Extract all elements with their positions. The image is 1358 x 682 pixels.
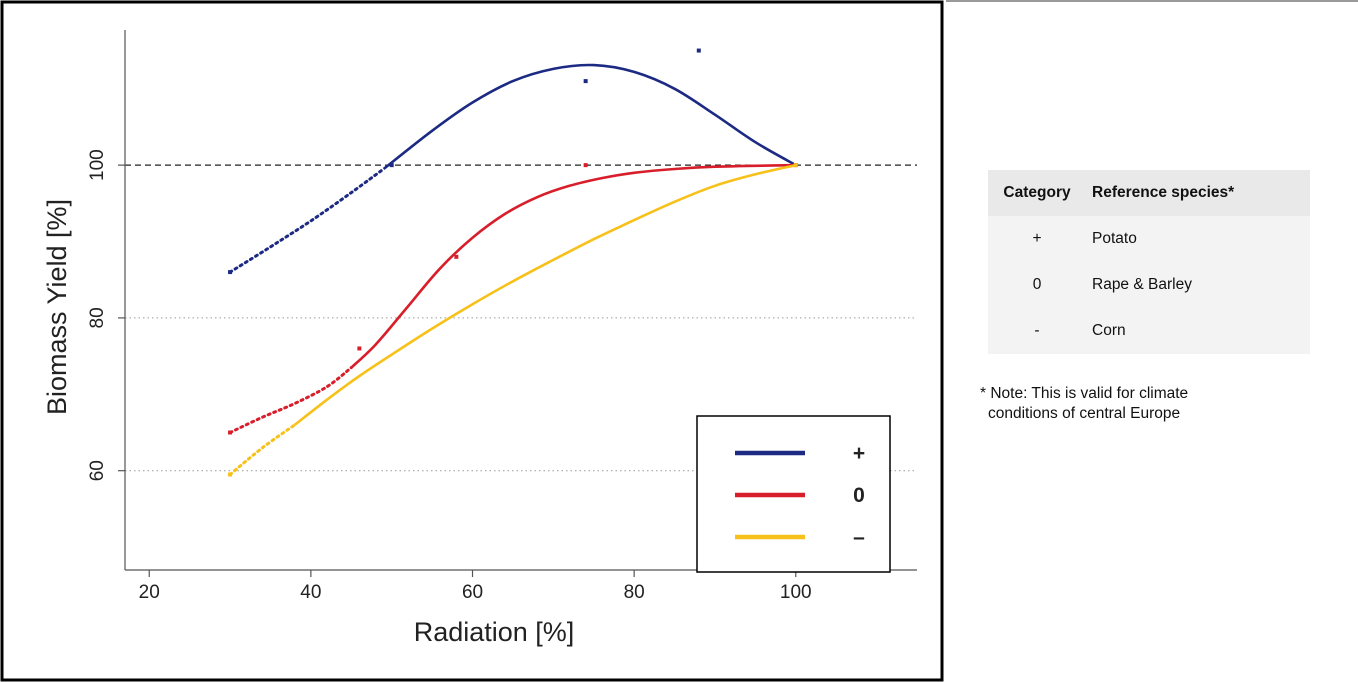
series-line <box>382 63 797 171</box>
top-divider <box>946 0 1358 2</box>
species-cell: Potato <box>1086 216 1310 262</box>
table-row: - Corn <box>988 308 1310 354</box>
data-point <box>389 163 394 168</box>
series-dotted-segment <box>228 167 386 274</box>
species-cell: Rape & Barley <box>1086 262 1310 308</box>
chart-panel: 20 40 60 80 100 60 80 100 +0 – Radiation [%] Bio… <box>0 0 944 682</box>
data-point <box>583 79 588 84</box>
series-2 <box>228 163 798 477</box>
data-point <box>454 254 459 259</box>
side-panel: Category Reference species* + Potato 0 R… <box>946 0 1358 682</box>
data-point <box>228 270 233 275</box>
legend-label: + <box>853 442 865 465</box>
series-dotted-segment <box>228 423 297 476</box>
series-line <box>350 163 796 369</box>
data-point <box>696 48 701 53</box>
data-point <box>228 430 233 435</box>
series-layer <box>228 48 798 477</box>
series-dotted-segment <box>228 366 353 434</box>
data-point <box>793 163 798 168</box>
x-axis-title: Radiation [%] <box>414 617 575 647</box>
category-cell: - <box>988 308 1086 354</box>
y-tick-label: 80 <box>87 307 108 328</box>
legend: +0 – <box>696 415 891 573</box>
y-axis-title: Biomass Yield [%] <box>42 199 72 415</box>
x-tick-label: 60 <box>462 582 483 603</box>
table-header-row: Category Reference species* <box>988 170 1310 216</box>
x-tick-label: 20 <box>139 582 160 603</box>
data-point <box>228 472 233 477</box>
footnote-line: conditions of central Europe <box>988 405 1181 422</box>
species-header: Reference species* <box>1086 170 1310 216</box>
footnote-line: * Note: This is valid for climate <box>980 385 1189 402</box>
table-row: 0 Rape & Barley <box>988 262 1310 308</box>
x-tick-label: 80 <box>624 582 645 603</box>
x-tick-label: 100 <box>780 582 812 603</box>
series-0 <box>228 48 797 275</box>
species-cell: Corn <box>1086 308 1310 354</box>
category-cell: 0 <box>988 262 1086 308</box>
series-line <box>293 163 797 426</box>
category-header: Category <box>988 170 1086 216</box>
reference-species-table: Category Reference species* + Potato 0 R… <box>988 170 1310 354</box>
legend-label: – <box>853 526 865 549</box>
table-footnote: * Note: This is valid for climate condit… <box>980 384 1310 424</box>
data-point <box>357 346 362 351</box>
data-point <box>583 163 588 168</box>
category-cell: + <box>988 216 1086 262</box>
legend-label: 0 <box>853 484 865 507</box>
y-tick-label: 100 <box>87 149 108 181</box>
axes-layer: 20 40 60 80 100 60 80 100 <box>87 30 917 603</box>
y-tick-label: 60 <box>87 460 108 481</box>
yield-chart: 20 40 60 80 100 60 80 100 +0 – Radiation [%] Bio… <box>0 0 944 682</box>
table-row: + Potato <box>988 216 1310 262</box>
x-tick-label: 40 <box>300 582 321 603</box>
